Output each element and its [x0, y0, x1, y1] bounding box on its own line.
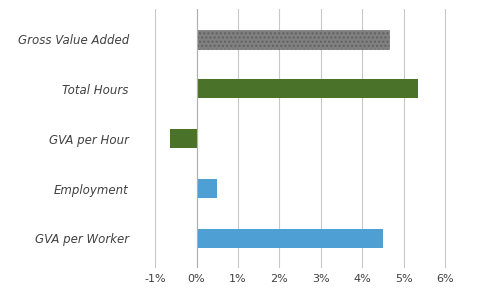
Bar [196, 179, 217, 198]
Bar [196, 30, 389, 48]
Bar [169, 129, 196, 148]
Bar [196, 79, 418, 99]
Bar [196, 229, 383, 248]
